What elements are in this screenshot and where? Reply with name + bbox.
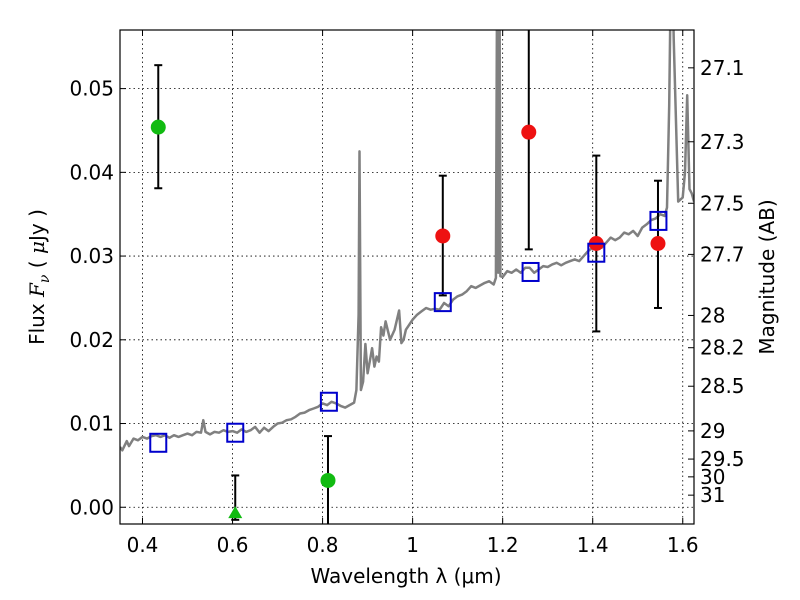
- red-point: [521, 124, 537, 140]
- y-tick-label: 0.04: [69, 160, 114, 184]
- plot-frame: [119, 29, 695, 525]
- blue-square-point: [587, 242, 606, 263]
- x-tick-label: 0.4: [127, 533, 159, 557]
- y-tick-label: 0.03: [69, 244, 114, 268]
- x-tick-label: 1.4: [577, 533, 609, 557]
- y-tick-label: 0.00: [69, 495, 114, 519]
- mag-tick-label: 27.5: [700, 191, 745, 215]
- mag-tick-label: 27.3: [700, 130, 745, 154]
- y-tick-label: 0.01: [69, 412, 114, 436]
- marker-layer: [149, 30, 668, 524]
- mag-tick-label: 29.5: [700, 447, 745, 471]
- blue-square-point: [149, 432, 168, 453]
- plot-background: [120, 30, 694, 524]
- x-tick-label: 1: [406, 533, 419, 557]
- mag-tick-label: 30: [700, 465, 725, 489]
- x-axis-label: Wavelength λ (μm): [310, 564, 501, 588]
- green-point: [320, 472, 336, 488]
- blue-square-point: [226, 422, 245, 443]
- right-axis-label: Magnitude (AB): [755, 199, 779, 354]
- tick-layer: 0.4 0.6 0.8 1 1.2 1.4 1.6 0.00 0.01 0.02 0.03 0.04 0…: [69, 30, 745, 557]
- mag-tick-label: 29: [700, 419, 725, 443]
- mag-tick-label: 28: [700, 303, 725, 327]
- y-tick-label: 0.02: [69, 328, 114, 352]
- x-tick-label: 0.6: [217, 533, 249, 557]
- x-tick-label: 1.2: [487, 533, 519, 557]
- blue-square-point: [649, 210, 668, 231]
- mag-tick-label: 28.2: [700, 336, 745, 360]
- y-tick-label: 0.05: [69, 77, 114, 101]
- green-point: [150, 119, 166, 135]
- grid: [120, 30, 694, 524]
- blue-square-point: [433, 292, 452, 313]
- x-tick-label: 0.8: [307, 533, 339, 557]
- x-tick-label: 1.6: [667, 533, 699, 557]
- mag-tick-label: 31: [700, 483, 725, 507]
- mag-tick-label: 27.7: [700, 242, 745, 266]
- red-point: [650, 236, 666, 252]
- green-triangle-point: [228, 506, 243, 519]
- mag-tick-label: 28.5: [700, 374, 745, 398]
- red-point: [435, 228, 451, 244]
- mag-tick-label: 27.1: [700, 56, 745, 80]
- blue-square-point: [521, 261, 540, 282]
- blue-square-point: [319, 391, 338, 412]
- y-axis-label: Flux Fν ( μJy ): [25, 209, 53, 345]
